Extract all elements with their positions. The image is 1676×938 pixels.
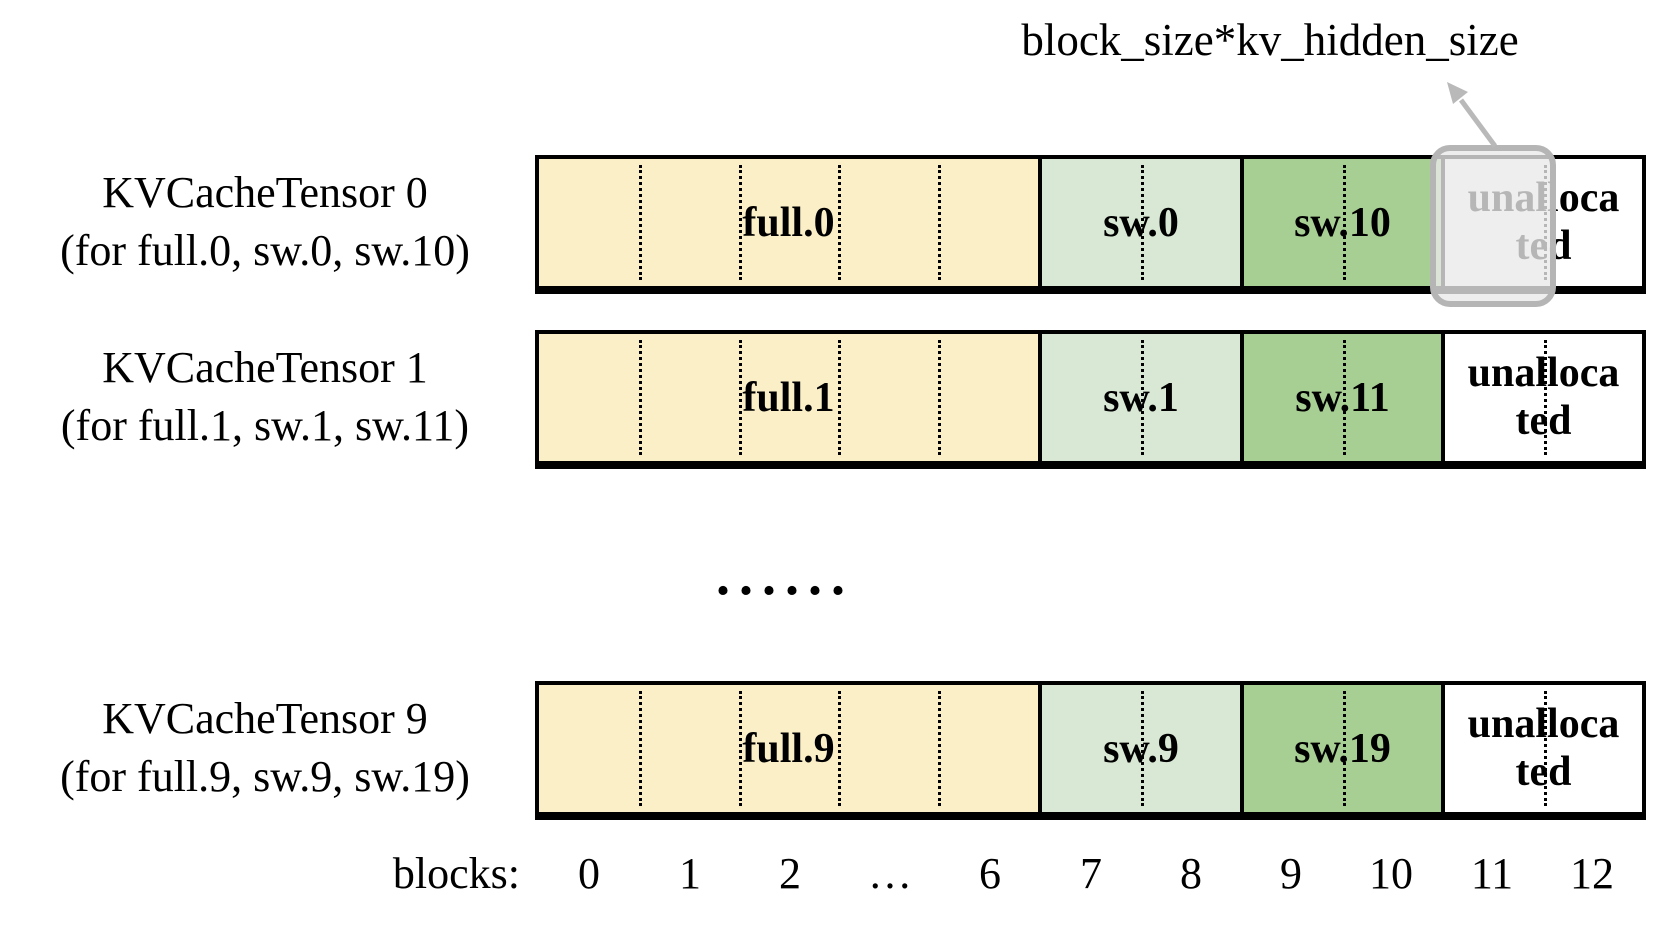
- axis-tick-0: 0: [578, 849, 600, 898]
- block-divider: [1141, 691, 1144, 806]
- annotation-arrow-icon: [1447, 82, 1498, 148]
- segment-label: sw.10: [1294, 199, 1391, 246]
- row-title: KVCacheTensor 0: [102, 168, 428, 217]
- segment-unallocated: unalloca ted: [1441, 685, 1642, 812]
- segment-sw: sw.0: [1038, 159, 1240, 286]
- segment-label: unalloca: [1467, 701, 1620, 748]
- segment-label: sw.0: [1103, 199, 1179, 246]
- block-divider: [638, 340, 642, 455]
- segment-full: full.1: [539, 334, 1038, 461]
- segment-sw-upper: sw.19: [1240, 685, 1441, 812]
- block-divider: [638, 165, 642, 280]
- segment-sw-upper: sw.10: [1240, 159, 1441, 286]
- highlighted-block-outline: [1430, 145, 1556, 307]
- axis-tick-ellipsis: …: [868, 849, 912, 898]
- block-divider: [1141, 165, 1144, 280]
- axis-tick-1: 1: [679, 849, 701, 898]
- row-subtitle: (for full.9, sw.9, sw.19): [60, 752, 470, 801]
- block-divider: [938, 691, 942, 806]
- segment-label: full.1: [742, 374, 835, 421]
- segment-label: full.0: [742, 199, 835, 246]
- row-title: KVCacheTensor 9: [102, 694, 428, 743]
- axis-tick-7: 7: [1080, 849, 1102, 898]
- block-divider: [938, 165, 942, 280]
- axis-tick-12: 12: [1570, 849, 1614, 898]
- axis-tick-10: 10: [1369, 849, 1413, 898]
- axis-tick-9: 9: [1280, 849, 1302, 898]
- segment-label: unalloca: [1467, 350, 1620, 397]
- axis-tick-2: 2: [779, 849, 801, 898]
- row-subtitle: (for full.0, sw.0, sw.10): [60, 226, 470, 275]
- block-divider: [638, 691, 642, 806]
- block-divider: [1342, 691, 1346, 806]
- segment-label: sw.11: [1295, 374, 1390, 421]
- block-divider: [938, 340, 942, 455]
- block-divider: [1141, 340, 1144, 455]
- row-subtitle: (for full.1, sw.1, sw.11): [60, 401, 470, 450]
- segment-label: sw.1: [1103, 374, 1179, 421]
- block-divider: [1543, 340, 1547, 455]
- kv-cache-bar-tensor9: full.9 sw.9 sw.19 unalloca ted: [535, 681, 1646, 816]
- segment-full: full.9: [539, 685, 1038, 812]
- block-divider: [838, 691, 842, 806]
- row-label-tensor0: KVCacheTensor 0 (for full.0, sw.0, sw.10…: [5, 164, 525, 280]
- block-divider: [838, 165, 842, 280]
- block-divider: [1342, 340, 1346, 455]
- block-divider: [738, 691, 742, 806]
- segment-sw: sw.9: [1038, 685, 1240, 812]
- segment-sw-upper: sw.11: [1240, 334, 1441, 461]
- segment-label: sw.9: [1103, 725, 1179, 772]
- axis-tick-8: 8: [1180, 849, 1202, 898]
- row-label-tensor1: KVCacheTensor 1 (for full.1, sw.1, sw.11…: [5, 339, 525, 455]
- segment-unallocated: unalloca ted: [1441, 334, 1642, 461]
- segment-sw: sw.1: [1038, 334, 1240, 461]
- row-title: KVCacheTensor 1: [102, 343, 428, 392]
- axis-tick-6: 6: [979, 849, 1001, 898]
- block-divider: [838, 340, 842, 455]
- block-divider: [738, 165, 742, 280]
- axis-tick-11: 11: [1470, 849, 1514, 898]
- block-divider: [1342, 165, 1346, 280]
- block-divider: [1543, 691, 1547, 806]
- axis-caption: blocks:: [392, 849, 520, 898]
- segment-label: full.9: [742, 725, 835, 772]
- kv-cache-bar-tensor1: full.1 sw.1 sw.11 unalloca ted: [535, 330, 1646, 465]
- segment-label: sw.19: [1294, 725, 1391, 772]
- block-divider: [738, 340, 742, 455]
- rows-ellipsis: ......: [716, 545, 854, 607]
- row-label-tensor9: KVCacheTensor 9 (for full.9, sw.9, sw.19…: [5, 690, 525, 806]
- segment-full: full.0: [539, 159, 1038, 286]
- annotation-label: block_size*kv_hidden_size: [1021, 15, 1519, 65]
